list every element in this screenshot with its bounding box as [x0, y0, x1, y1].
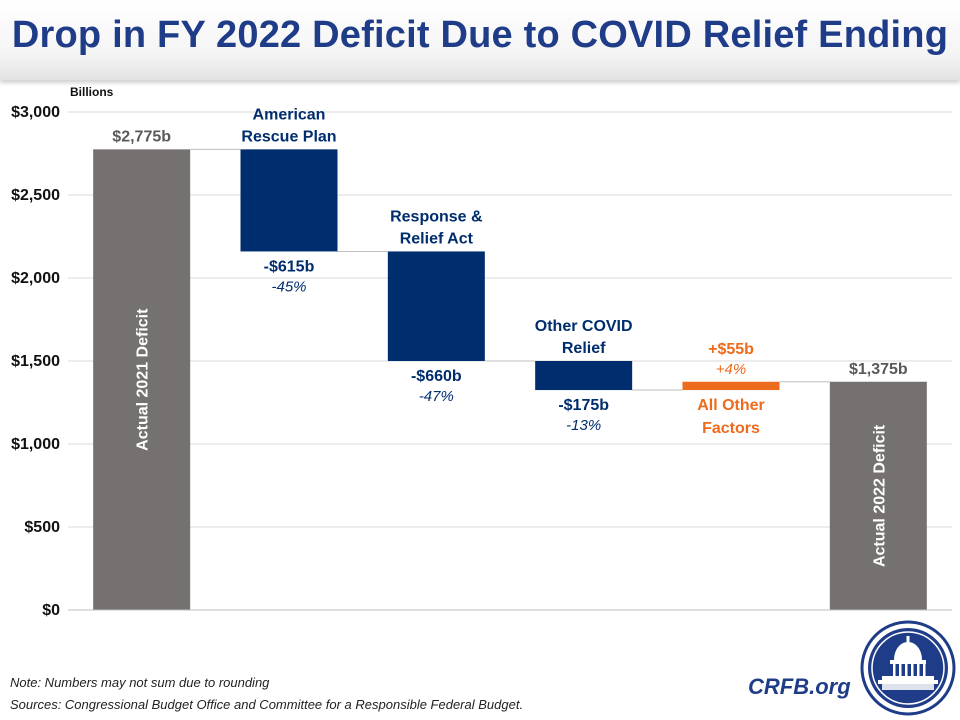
title-banner: Drop in FY 2022 Deficit Due to COVID Rel… [0, 0, 960, 80]
bar-other-covid-relief [535, 361, 633, 391]
y-tick-label: $0 [42, 602, 60, 619]
percent-label: -47% [419, 388, 454, 405]
value-label: $2,775b [112, 128, 171, 145]
bar-response-relief-act [387, 251, 485, 361]
bar-category-label: Rescue Plan [241, 128, 336, 145]
bar-category-label: Response & [390, 208, 483, 225]
y-tick-label: $500 [24, 519, 60, 536]
value-label: $1,375b [849, 361, 908, 378]
y-tick-label: $3,000 [11, 104, 60, 121]
bar-inner-label: Actual 2021 Deficit [135, 308, 152, 451]
bar-category-label: Relief [562, 340, 606, 357]
chart-title: Drop in FY 2022 Deficit Due to COVID Rel… [11, 14, 949, 56]
y-tick-label: $2,500 [11, 187, 60, 204]
y-tick-label: $1,500 [11, 353, 60, 370]
bar-category-label: Other COVID [535, 318, 633, 335]
y-tick-label: $2,000 [11, 270, 60, 287]
bar-category-label: Relief Act [400, 230, 474, 247]
value-label: -$615b [264, 258, 315, 275]
sources-note: Sources: Congressional Budget Office and… [10, 697, 524, 712]
bar-actual-2022 [829, 381, 927, 610]
percent-label: -45% [271, 278, 306, 295]
y-tick-label: $1,000 [11, 436, 60, 453]
bar-category-label: All Other [697, 397, 765, 414]
bar-category-label: American [253, 106, 326, 123]
bar-all-other-factors [682, 381, 780, 391]
capitol-seal-logo [860, 620, 956, 716]
footnote: Note: Numbers may not sum due to roundin… [10, 675, 270, 690]
value-label: -$660b [411, 368, 462, 385]
bar-american-rescue-plan [240, 149, 338, 252]
bar-inner-label: Actual 2022 Deficit [871, 424, 888, 567]
crfb-brand: CRFB.org [748, 674, 851, 699]
value-label: -$175b [558, 397, 609, 414]
percent-label: -13% [566, 417, 601, 434]
bar-actual-2021 [93, 149, 191, 610]
bar-category-label: Factors [702, 420, 760, 437]
percent-label: +4% [716, 361, 746, 378]
value-label: +$55b [708, 341, 754, 358]
y-axis-label: Billions [70, 85, 114, 99]
